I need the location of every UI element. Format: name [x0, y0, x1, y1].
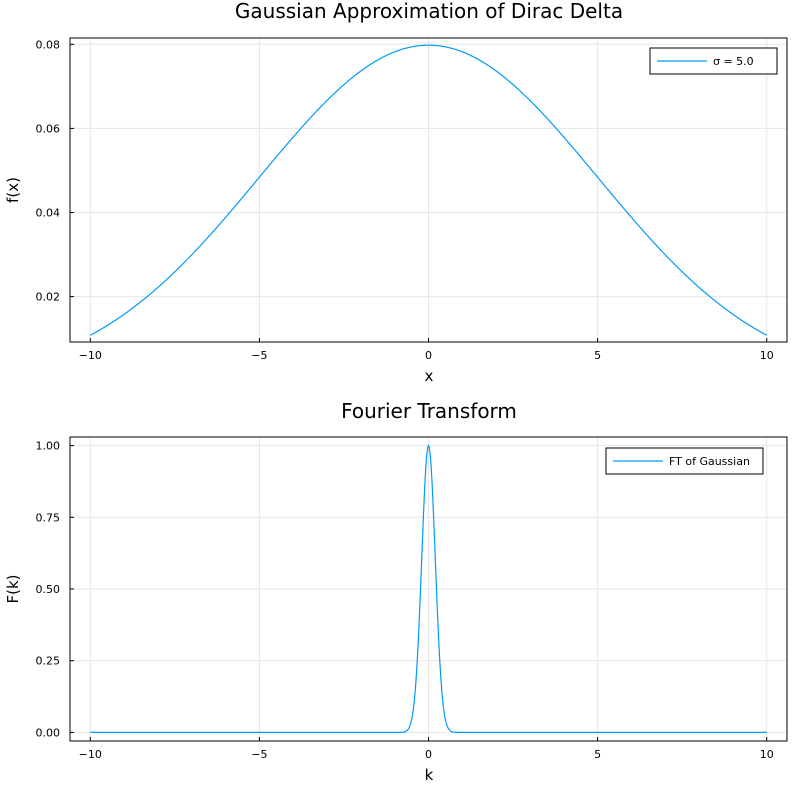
legend-label-bottom: FT of Gaussian	[669, 455, 750, 468]
ticks-bottom: −10 −5 0 5 10 0.00 0.25 0.50 0.75 1.00	[36, 440, 774, 761]
y-tick-label-top: 0.04	[36, 206, 61, 219]
series-line-bottom	[90, 443, 767, 734]
y-axis-label-top: f(x)	[4, 177, 22, 203]
y-axis-label-bottom: F(k)	[4, 574, 22, 603]
y-tick-label-bottom: 0.25	[36, 655, 61, 668]
chart-title-top: Gaussian Approximation of Dirac Delta	[235, 0, 623, 23]
y-tick-label-bottom: 0.50	[36, 583, 61, 596]
x-axis-label-top: x	[425, 367, 434, 385]
x-tick-label-bottom: −10	[79, 748, 102, 761]
chart-title-bottom: Fourier Transform	[341, 399, 517, 423]
plot-top: Gaussian Approximation of Dirac Delta −1…	[4, 0, 788, 385]
x-axis-label-bottom: k	[425, 766, 434, 784]
legend-bottom: FT of Gaussian	[605, 447, 764, 475]
y-tick-label-top: 0.02	[36, 291, 61, 304]
y-tick-label-top: 0.06	[36, 122, 61, 135]
series-group-bottom	[90, 443, 767, 734]
x-tick-label-top: −10	[79, 349, 102, 362]
x-tick-label-bottom: 5	[594, 748, 601, 761]
y-tick-label-bottom: 0.00	[36, 726, 61, 739]
x-tick-label-top: 10	[760, 349, 774, 362]
plot-bottom: Fourier Transform −10 −5 0 5 10 0.00 0.25 0.50 0…	[4, 399, 788, 784]
ticks-top: −10 −5 0 5 10 0.02 0.04 0.06 0.08	[36, 38, 774, 362]
x-tick-label-top: 5	[594, 349, 601, 362]
y-tick-label-top: 0.08	[36, 38, 61, 51]
legend-label-top: σ = 5.0	[713, 55, 754, 68]
grid-bottom	[70, 437, 787, 741]
y-tick-label-bottom: 1.00	[36, 440, 61, 453]
x-tick-label-top: −5	[251, 349, 267, 362]
x-tick-label-bottom: 10	[760, 748, 774, 761]
x-tick-label-bottom: −5	[251, 748, 267, 761]
x-tick-label-bottom: 0	[425, 748, 432, 761]
grid-top	[70, 38, 787, 342]
series-group-top	[90, 44, 767, 336]
series-line-top	[90, 44, 767, 336]
x-tick-label-top: 0	[425, 349, 432, 362]
y-tick-label-bottom: 0.75	[36, 511, 61, 524]
legend-top: σ = 5.0	[649, 47, 778, 75]
